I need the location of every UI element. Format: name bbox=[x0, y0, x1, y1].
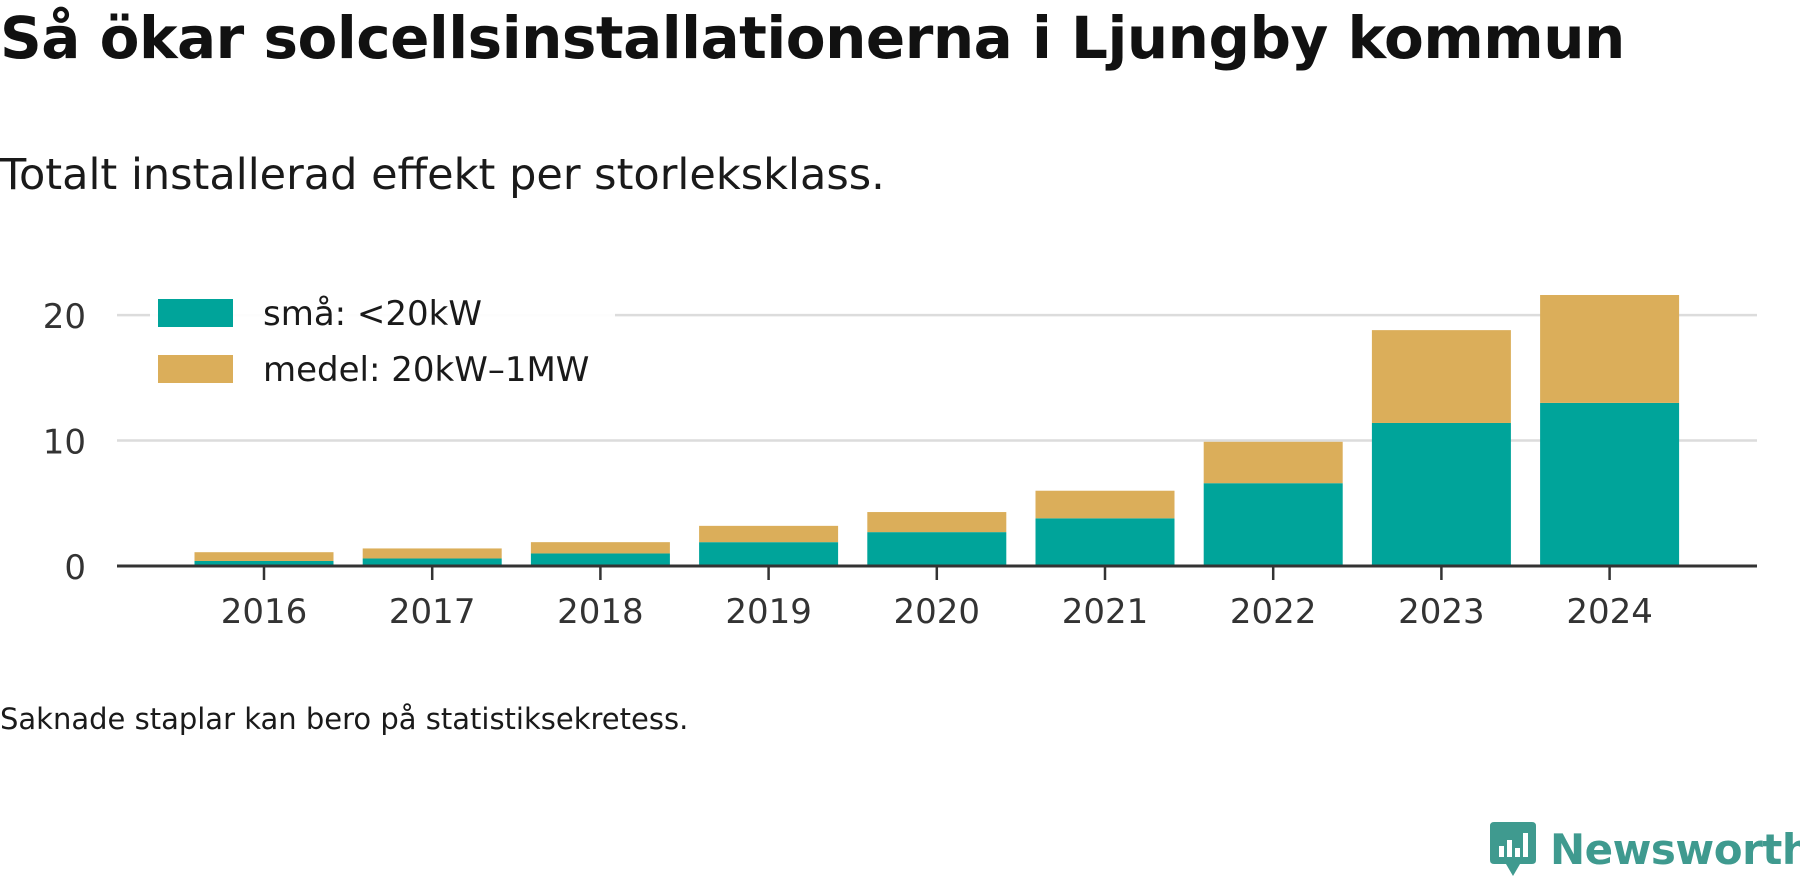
bar-small-2021 bbox=[1035, 518, 1175, 566]
bar-medium-2021 bbox=[1035, 490, 1175, 519]
bar-medium-2019 bbox=[699, 525, 839, 543]
y-tick-label: 10 bbox=[43, 423, 86, 463]
newsworthy-logo-icon bbox=[1490, 822, 1536, 876]
bar-small-2017 bbox=[362, 558, 502, 566]
bar-medium-2017 bbox=[362, 548, 502, 559]
x-tick-label: 2023 bbox=[1398, 592, 1485, 632]
chart-title: Så ökar solcellsinstallationerna i Ljung… bbox=[0, 4, 1625, 72]
bar-medium-2020 bbox=[867, 512, 1007, 533]
x-tick-label: 2018 bbox=[557, 592, 644, 632]
legend-swatch bbox=[158, 299, 233, 327]
y-tick-label: 20 bbox=[43, 297, 86, 337]
x-tick-label: 2019 bbox=[725, 592, 812, 632]
brand-logo: Newsworthy bbox=[1488, 818, 1800, 880]
legend-swatch bbox=[158, 355, 233, 383]
bar-small-2023 bbox=[1371, 422, 1511, 566]
y-tick-label: 0 bbox=[64, 548, 86, 588]
x-tick-label: 2022 bbox=[1230, 592, 1317, 632]
bar-small-2022 bbox=[1203, 483, 1343, 566]
legend-label: medel: 20kW–1MW bbox=[263, 350, 589, 390]
bar-small-2019 bbox=[699, 542, 839, 566]
footnote: Saknade staplar kan bero på statistiksek… bbox=[0, 702, 689, 736]
bar-medium-2022 bbox=[1203, 441, 1343, 484]
brand-name: Newsworthy bbox=[1550, 824, 1800, 874]
bar-medium-2016 bbox=[194, 552, 334, 561]
x-tick-label: 2021 bbox=[1062, 592, 1149, 632]
bar-small-2020 bbox=[867, 532, 1007, 566]
x-tick-label: 2020 bbox=[894, 592, 981, 632]
bar-medium-2023 bbox=[1371, 330, 1511, 423]
bar-medium-2024 bbox=[1540, 295, 1680, 403]
bar-medium-2018 bbox=[530, 542, 670, 554]
legend-label: små: <20kW bbox=[263, 294, 482, 334]
bar-small-2016 bbox=[194, 560, 334, 566]
bar-small-2018 bbox=[530, 553, 670, 566]
x-tick-label: 2024 bbox=[1566, 592, 1653, 632]
chart-subtitle: Totalt installerad effekt per storlekskl… bbox=[0, 150, 885, 200]
bar-small-2024 bbox=[1540, 402, 1680, 566]
x-tick-label: 2016 bbox=[221, 592, 308, 632]
x-tick-label: 2017 bbox=[389, 592, 476, 632]
